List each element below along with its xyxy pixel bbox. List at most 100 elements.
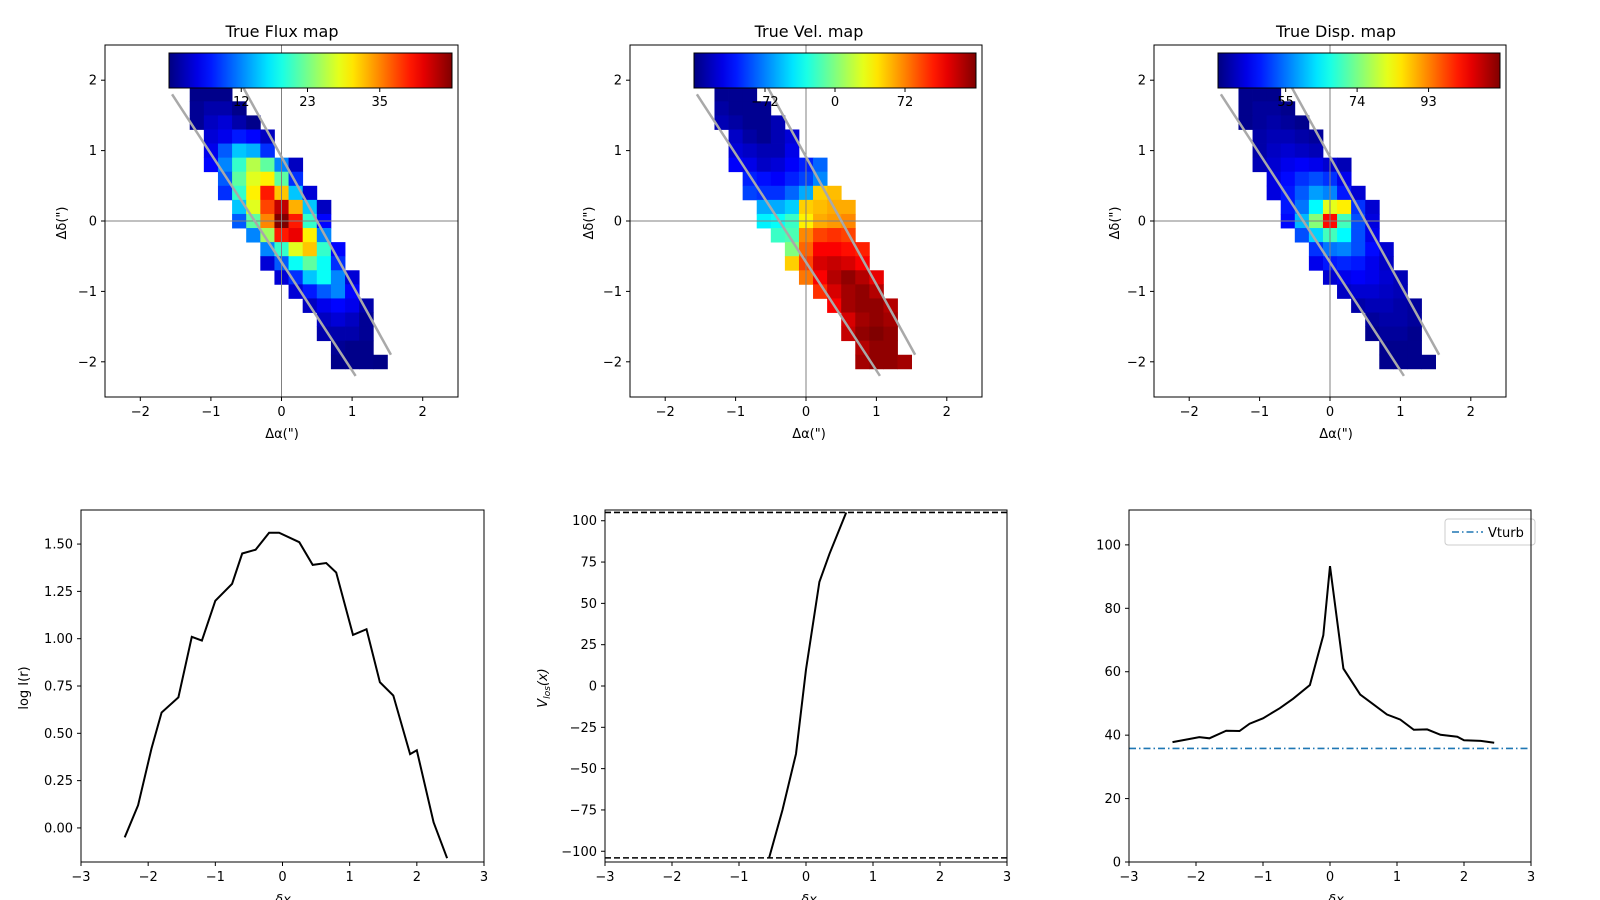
heatmap-cell bbox=[869, 312, 884, 327]
heatmap-cell bbox=[1379, 298, 1394, 313]
x-tick-label: −1 bbox=[201, 405, 220, 420]
heatmap-cell bbox=[742, 87, 758, 102]
heatmap-cell bbox=[302, 284, 318, 299]
heatmap-cell bbox=[1337, 242, 1352, 257]
colorbar-tick-label: 23 bbox=[299, 95, 316, 110]
heatmap-cell bbox=[189, 101, 205, 116]
heatmap-cell bbox=[1407, 340, 1422, 356]
heatmap-cell bbox=[288, 270, 304, 285]
heatmap-cell bbox=[742, 185, 758, 201]
heatmap-cell bbox=[217, 115, 233, 130]
heatmap-cell bbox=[714, 87, 729, 102]
heatmap-cell bbox=[756, 101, 772, 116]
heatmap-cell bbox=[232, 143, 247, 159]
x-tick-label: 1 bbox=[872, 405, 880, 420]
x-tick-label: 1 bbox=[348, 405, 356, 420]
dispersion-map-ylabel: Δδ(") bbox=[1108, 207, 1123, 240]
y-tick-label: −75 bbox=[570, 803, 597, 818]
heatmap-cell bbox=[1365, 326, 1380, 342]
heatmap-cell bbox=[288, 228, 304, 243]
velocity-map-panel: True Vel. map Δα(") Δδ(") −72 0 72 −2 −1 0 1 2 −… bbox=[582, 22, 983, 442]
heatmap-cell bbox=[1379, 354, 1394, 370]
heatmap-cell bbox=[1294, 115, 1310, 130]
velocity-profile-xlabel: δx bbox=[801, 893, 817, 900]
heatmap-cell bbox=[345, 298, 360, 313]
heatmap-cell bbox=[217, 87, 233, 102]
y-tick-label: −1 bbox=[78, 285, 97, 300]
heatmap-cell bbox=[869, 284, 884, 299]
heatmap-cell bbox=[260, 143, 275, 159]
x-tick-label: −2 bbox=[656, 405, 675, 420]
heatmap-cell bbox=[1238, 101, 1253, 116]
heatmap-cell bbox=[756, 185, 772, 201]
heatmap-cell bbox=[869, 298, 884, 313]
heatmap-cell bbox=[1379, 284, 1394, 299]
heatmap-cell bbox=[288, 199, 304, 215]
heatmap-cell bbox=[203, 129, 219, 144]
colorbar-tick-label: 74 bbox=[1349, 95, 1366, 110]
heatmap-cell bbox=[1252, 129, 1268, 144]
heatmap-cell bbox=[316, 199, 332, 215]
x-tick-label: −2 bbox=[1180, 405, 1199, 420]
heatmap-cell bbox=[827, 284, 842, 299]
heatmap-cell bbox=[260, 171, 275, 187]
heatmap-cell bbox=[813, 256, 828, 271]
heatmap-cell bbox=[869, 340, 884, 356]
y-tick-label: 0.75 bbox=[44, 680, 73, 695]
heatmap-cell bbox=[232, 115, 247, 130]
colorbar-tick-label: 55 bbox=[1277, 95, 1294, 110]
heatmap-cell bbox=[756, 115, 772, 130]
heatmap-cell bbox=[203, 87, 219, 102]
heatmap-cell bbox=[1294, 185, 1310, 201]
heatmap-cell bbox=[770, 143, 786, 159]
heatmap-cell bbox=[1308, 171, 1324, 187]
heatmap-cell bbox=[1393, 326, 1408, 342]
y-tick-label: −50 bbox=[570, 762, 597, 777]
data-series-line bbox=[1172, 565, 1495, 744]
y-tick-label: 0 bbox=[89, 215, 97, 230]
heatmap-cell bbox=[1308, 185, 1324, 201]
x-tick-label: −2 bbox=[131, 405, 150, 420]
heatmap-cell bbox=[1308, 228, 1324, 243]
intensity-profile-xlabel: δx bbox=[275, 893, 291, 900]
y-tick-label: 0.50 bbox=[44, 727, 73, 742]
plot-area bbox=[1129, 565, 1531, 750]
heatmap-cell bbox=[813, 270, 828, 285]
heatmap-cell bbox=[1308, 199, 1324, 215]
y-tick-label: 20 bbox=[1104, 792, 1121, 807]
heatmap-cell bbox=[288, 242, 304, 257]
heatmap-cell bbox=[359, 340, 374, 356]
heatmap-cell bbox=[855, 312, 870, 327]
heatmap-cell bbox=[1393, 298, 1408, 313]
heatmap-cell bbox=[288, 256, 304, 271]
heatmap-cell bbox=[345, 340, 360, 356]
heatmap-cell bbox=[359, 326, 374, 342]
heatmap-cell bbox=[1407, 326, 1422, 342]
y-tick-label: −25 bbox=[570, 721, 597, 736]
heatmap-cell bbox=[316, 298, 332, 313]
slit-line bbox=[695, 93, 881, 377]
heatmap-cell bbox=[728, 101, 744, 116]
heatmap-cell bbox=[784, 171, 800, 187]
x-tick-label: −1 bbox=[726, 405, 745, 420]
plot-area bbox=[605, 511, 1007, 859]
x-tick-label: 0 bbox=[802, 405, 810, 420]
heatmap-cell bbox=[855, 326, 870, 342]
heatmap-cell bbox=[770, 228, 786, 243]
heatmap-cell bbox=[1337, 256, 1352, 271]
heatmap-cell bbox=[1308, 256, 1324, 271]
heatmap-cell bbox=[756, 143, 772, 159]
heatmap-cell bbox=[728, 115, 744, 130]
data-series-line bbox=[123, 531, 449, 859]
heatmap-cell bbox=[316, 242, 332, 257]
heatmap-cell bbox=[1266, 101, 1282, 116]
heatmap-cell bbox=[756, 129, 772, 144]
heatmap-cell bbox=[1351, 270, 1366, 285]
y-tick-label: 2 bbox=[1138, 74, 1146, 89]
y-tick-label: −2 bbox=[1127, 355, 1146, 370]
heatmap-cell bbox=[1351, 256, 1366, 271]
x-tick-label: 1 bbox=[1396, 405, 1404, 420]
heatmap-cell bbox=[770, 171, 786, 187]
heatmap-cell bbox=[246, 157, 261, 173]
heatmap-cell bbox=[1280, 115, 1296, 130]
